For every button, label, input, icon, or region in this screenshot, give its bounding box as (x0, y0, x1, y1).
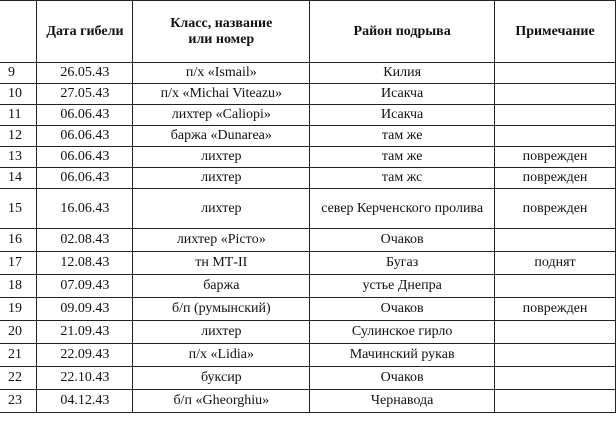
cell-date: 21.09.43 (36, 320, 134, 344)
header-name: Класс, название или номер (132, 0, 311, 63)
cell-area: Очаков (309, 366, 496, 390)
cell-name: баржа (132, 274, 311, 298)
cell-area: Исакча (309, 83, 496, 105)
cell-date: 04.12.43 (36, 389, 134, 413)
cell-note: поврежден (494, 188, 616, 229)
cell-note (494, 274, 616, 298)
table-row: 14 06.06.43 лихтер там жс поврежден (0, 167, 616, 189)
table-row: 12 06.06.43 баржа «Dunarea» там же (0, 125, 616, 147)
cell-note: поднят (494, 251, 616, 275)
table-row: 13 06.06.43 лихтер там же поврежден (0, 146, 616, 168)
cell-date: 12.08.43 (36, 251, 134, 275)
cell-date: 22.10.43 (36, 366, 134, 390)
cell-date: 06.06.43 (36, 167, 134, 189)
table-row: 22 22.10.43 буксир Очаков (0, 366, 616, 390)
cell-area: Исакча (309, 104, 496, 126)
cell-date: 06.06.43 (36, 104, 134, 126)
table-row: 10 27.05.43 п/х «Michai Viteazu» Исакча (0, 83, 616, 105)
cell-date: 06.06.43 (36, 125, 134, 147)
cell-note (494, 389, 616, 413)
cell-name: п/х «Ismail» (132, 62, 311, 84)
cell-area: Чернавода (309, 389, 496, 413)
cell-note (494, 366, 616, 390)
cell-n: 17 (0, 251, 38, 275)
cell-name: лихтер «Picтo» (132, 228, 311, 252)
cell-n: 12 (0, 125, 38, 147)
table-row: 19 09.09.43 б/п (румынский) Очаков поврежден (0, 297, 616, 321)
cell-date: 16.06.43 (36, 188, 134, 229)
cell-date: 02.08.43 (36, 228, 134, 252)
cell-note: поврежден (494, 146, 616, 168)
header-row: Дата гибели Класс, название или номер Ра… (0, 0, 616, 63)
table-row: 20 21.09.43 лихтер Сулинское гирло (0, 320, 616, 344)
table-row: 15 16.06.43 лихтер север Керченского пролив… (0, 188, 616, 229)
cell-note (494, 125, 616, 147)
cell-date: 27.05.43 (36, 83, 134, 105)
table-row: 21 22.09.43 п/х «Lidia» Мачинский рукав (0, 343, 616, 367)
table-row: 17 12.08.43 тн МТ-II Бугаз поднят (0, 251, 616, 275)
cell-area: устье Днепра (309, 274, 496, 298)
cell-name: лихтер (132, 188, 311, 229)
cell-n: 10 (0, 83, 38, 105)
cell-name: п/х «Michai Viteazu» (132, 83, 311, 105)
cell-name: лихтер (132, 146, 311, 168)
table-row: 18 07.09.43 баржа устье Днепра (0, 274, 616, 298)
cell-name: лихтер «Caliopi» (132, 104, 311, 126)
cell-area: Сулинское гирло (309, 320, 496, 344)
cell-n: 16 (0, 228, 38, 252)
cell-area: Бугаз (309, 251, 496, 275)
cell-n: 13 (0, 146, 38, 168)
cell-name: п/х «Lidia» (132, 343, 311, 367)
header-date: Дата гибели (36, 0, 134, 63)
cell-name: б/п «Gheorghiu» (132, 389, 311, 413)
losses-table: Дата гибели Класс, название или номер Ра… (0, 0, 616, 413)
cell-area: север Керченского пролива (309, 188, 496, 229)
cell-name: б/п (румынский) (132, 297, 311, 321)
cell-note: поврежден (494, 297, 616, 321)
cell-note (494, 83, 616, 105)
header-number (0, 0, 38, 63)
cell-n: 15 (0, 188, 38, 229)
cell-n: 22 (0, 366, 38, 390)
cell-date: 22.09.43 (36, 343, 134, 367)
cell-area: Мачинский рукав (309, 343, 496, 367)
cell-name: лихтер (132, 320, 311, 344)
cell-n: 21 (0, 343, 38, 367)
cell-area: там же (309, 146, 496, 168)
cell-name: баржа «Dunarea» (132, 125, 311, 147)
header-note: Примечание (494, 0, 616, 63)
cell-n: 14 (0, 167, 38, 189)
cell-date: 06.06.43 (36, 146, 134, 168)
cell-note (494, 320, 616, 344)
cell-date: 07.09.43 (36, 274, 134, 298)
cell-name: буксир (132, 366, 311, 390)
cell-area: Очаков (309, 297, 496, 321)
cell-area: там жс (309, 167, 496, 189)
cell-area: там же (309, 125, 496, 147)
cell-area: Килия (309, 62, 496, 84)
cell-note (494, 62, 616, 84)
cell-note (494, 104, 616, 126)
cell-note (494, 228, 616, 252)
cell-n: 9 (0, 62, 38, 84)
cell-n: 18 (0, 274, 38, 298)
cell-note (494, 343, 616, 367)
cell-n: 20 (0, 320, 38, 344)
cell-date: 26.05.43 (36, 62, 134, 84)
table-row: 11 06.06.43 лихтер «Caliopi» Исакча (0, 104, 616, 126)
table-row: 23 04.12.43 б/п «Gheorghiu» Чернавода (0, 389, 616, 413)
cell-n: 19 (0, 297, 38, 321)
cell-note: поврежден (494, 167, 616, 189)
header-area: Район подрыва (309, 0, 496, 63)
cell-date: 09.09.43 (36, 297, 134, 321)
cell-n: 23 (0, 389, 38, 413)
cell-area: Очаков (309, 228, 496, 252)
cell-name: тн МТ-II (132, 251, 311, 275)
table-row: 9 26.05.43 п/х «Ismail» Килия (0, 62, 616, 84)
table-row: 16 02.08.43 лихтер «Picтo» Очаков (0, 228, 616, 252)
cell-name: лихтер (132, 167, 311, 189)
cell-n: 11 (0, 104, 38, 126)
